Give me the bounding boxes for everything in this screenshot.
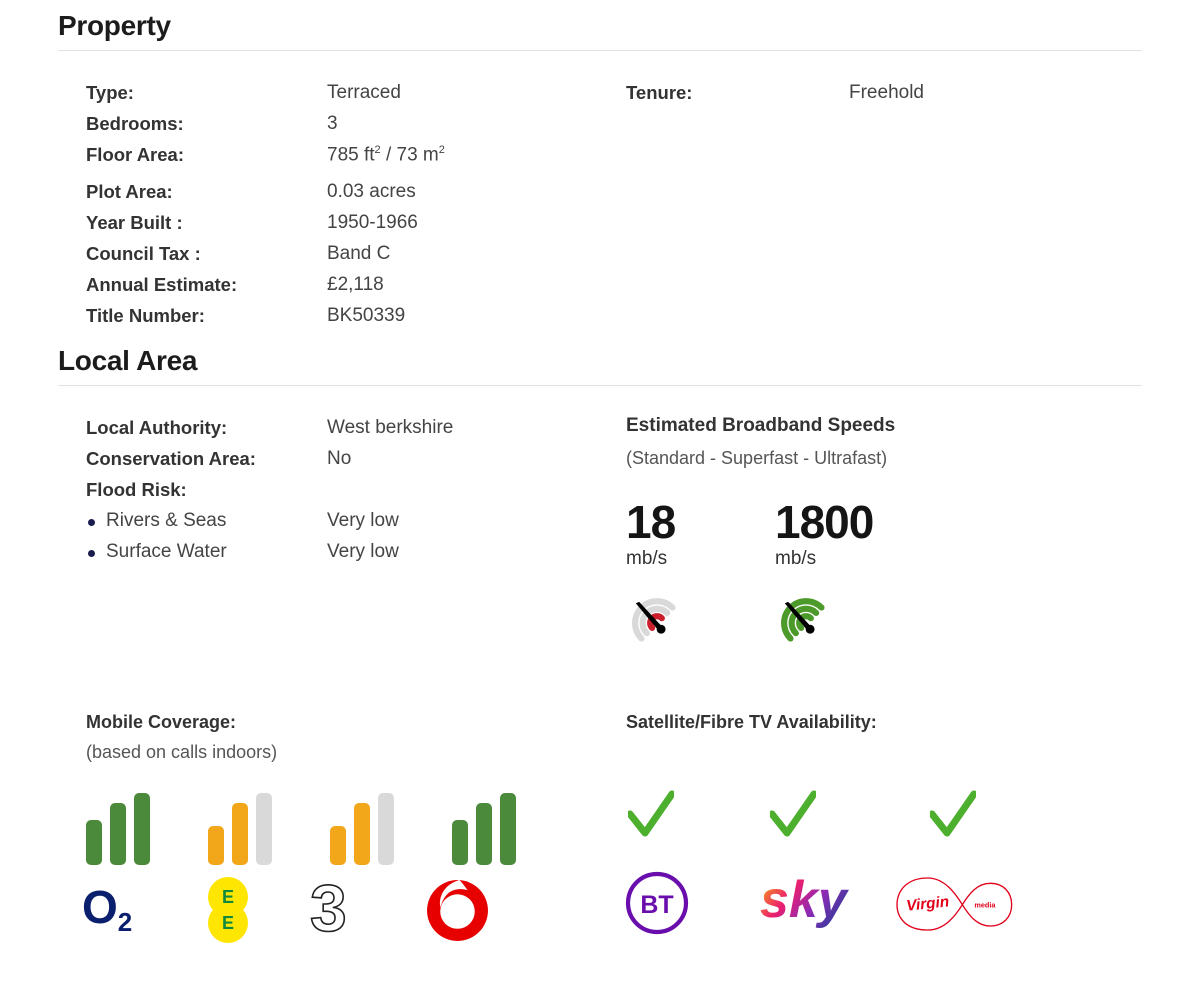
svg-text:E: E xyxy=(222,887,234,907)
svg-text:sky: sky xyxy=(760,871,850,929)
svg-text:BT: BT xyxy=(640,891,673,919)
svg-text:O2: O2 xyxy=(82,881,132,937)
svg-text:media: media xyxy=(974,900,996,909)
svg-text:E: E xyxy=(222,913,234,933)
svg-text:Virgin: Virgin xyxy=(906,893,950,914)
svg-text:3: 3 xyxy=(310,875,347,945)
